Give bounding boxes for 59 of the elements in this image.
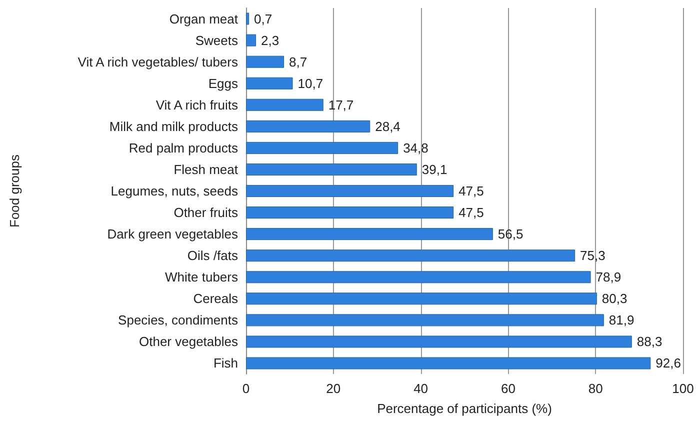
data-label: 0,7 <box>254 11 272 26</box>
y-tick-label: Vit A rich vegetables/ tubers <box>78 54 238 70</box>
y-tick-label: Other vegetables <box>138 334 238 350</box>
data-label: 39,1 <box>422 162 448 177</box>
bar <box>246 228 493 240</box>
y-tick-label: Milk and milk products <box>109 118 238 134</box>
y-axis-title: Food groups <box>7 154 22 228</box>
data-label: 75,3 <box>580 248 606 264</box>
bar <box>246 185 454 197</box>
x-tick-label: 100 <box>672 381 694 396</box>
y-tick-label: Cereals <box>193 291 238 306</box>
data-label: 28,4 <box>375 118 400 134</box>
y-tick-label: Fish <box>213 356 238 371</box>
data-label: 56,5 <box>498 226 524 242</box>
data-label: 92,6 <box>656 356 681 371</box>
bar <box>246 12 250 25</box>
bar <box>246 142 398 154</box>
bar <box>246 206 454 219</box>
y-tick-label: Species, condiments <box>118 312 238 328</box>
y-tick-label: Flesh meat <box>174 162 238 177</box>
data-label: 88,3 <box>636 334 662 350</box>
bar <box>246 34 256 46</box>
y-tick-label: Eggs <box>208 76 238 91</box>
y-tick-label: White tubers <box>165 270 238 285</box>
y-tick-label: Dark green vegetables <box>107 226 238 242</box>
bar <box>246 98 324 111</box>
x-tick-label: 60 <box>500 381 516 396</box>
data-label: 78,9 <box>596 270 622 285</box>
bar <box>246 314 604 326</box>
y-tick-label: Vit A rich fruits <box>156 97 238 112</box>
bar <box>246 77 293 90</box>
bar <box>246 56 284 68</box>
y-tick-label: Red palm products <box>128 140 238 156</box>
data-label: 17,7 <box>328 97 354 112</box>
bar <box>246 271 591 284</box>
bar <box>246 120 370 132</box>
y-tick-label: Organ meat <box>169 11 238 26</box>
bar <box>246 250 576 262</box>
x-tick-label: 80 <box>588 381 603 396</box>
y-tick-label: Oils /fats <box>187 248 238 264</box>
data-label: 80,3 <box>602 291 628 306</box>
data-label: 8,7 <box>289 54 308 70</box>
x-tick-label: 40 <box>414 381 428 396</box>
bar <box>246 357 651 370</box>
bar <box>246 163 417 176</box>
y-tick-label: Other fruits <box>174 205 238 220</box>
bar <box>246 336 632 348</box>
x-tick-label: 0 <box>242 381 250 396</box>
data-label: 34,8 <box>403 140 428 156</box>
bar <box>246 292 597 305</box>
data-label: 47,5 <box>458 184 484 198</box>
data-label: 10,7 <box>298 76 324 91</box>
x-axis-title: Percentage of participants (%) <box>377 401 552 416</box>
y-tick-label: Legumes, nuts, seeds <box>110 184 238 198</box>
data-label: 81,9 <box>608 312 634 328</box>
x-tick-label: 20 <box>326 381 341 396</box>
data-label: 47,5 <box>458 205 484 220</box>
y-tick-label: Sweets <box>195 32 238 48</box>
data-label: 2,3 <box>261 32 280 48</box>
